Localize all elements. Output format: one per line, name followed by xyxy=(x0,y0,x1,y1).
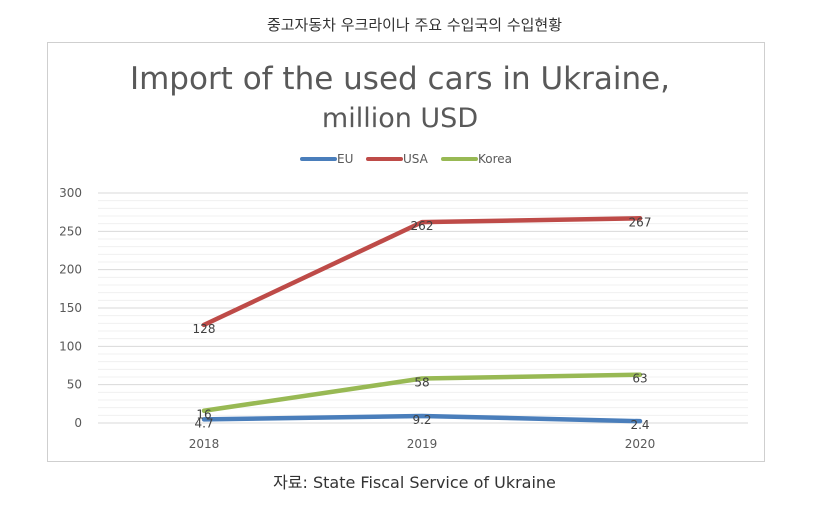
data-point-usa xyxy=(202,322,206,327)
legend: EU USA Korea xyxy=(300,152,512,166)
x-tick-label: 2019 xyxy=(407,437,438,451)
legend-item-eu: EU xyxy=(300,152,353,166)
line-chart: Import of the used cars in Ukraine, mill… xyxy=(59,61,748,451)
chart-title-line2: million USD xyxy=(322,103,478,134)
data-label-usa: 128 xyxy=(193,322,216,336)
y-tick-label: 250 xyxy=(59,224,82,238)
caption-bottom: 자료: State Fiscal Service of Ukraine xyxy=(273,473,556,492)
data-label-eu: 4.7 xyxy=(194,416,213,430)
legend-label: EU xyxy=(337,152,353,166)
data-point-korea xyxy=(420,376,424,381)
data-point-eu xyxy=(420,413,424,418)
x-tick-label: 2020 xyxy=(625,437,656,451)
data-label-korea: 63 xyxy=(632,372,647,386)
legend-label: USA xyxy=(403,152,429,166)
y-tick-label: 0 xyxy=(74,416,82,430)
data-label-korea: 58 xyxy=(414,376,429,390)
caption-top: 중고자동차 우크라이나 주요 수입국의 수입현황 xyxy=(266,16,563,34)
data-point-eu xyxy=(202,417,206,422)
data-point-usa xyxy=(420,220,424,225)
data-point-korea xyxy=(638,372,642,377)
data-point-usa xyxy=(638,216,642,221)
x-tick-label: 2018 xyxy=(189,437,220,451)
y-tick-label: 200 xyxy=(59,263,82,277)
data-point-korea xyxy=(202,408,206,413)
data-label-eu: 2.4 xyxy=(630,418,649,432)
chart-frame: Import of the used cars in Ukraine, mill… xyxy=(47,42,765,462)
data-label-korea: 16 xyxy=(196,408,211,422)
series-line-usa xyxy=(201,216,643,328)
legend-item-usa: USA xyxy=(366,152,429,166)
legend-label: Korea xyxy=(478,152,512,166)
series-lines xyxy=(201,216,643,424)
y-axis: 0 50 100 150 200 250 300 xyxy=(59,186,82,430)
y-tick-label: 50 xyxy=(67,378,82,392)
data-label-eu: 9.2 xyxy=(412,413,431,427)
legend-item-korea: Korea xyxy=(441,152,512,166)
data-labels: 4.7 9.2 2.4 128 262 267 16 58 63 xyxy=(193,215,652,432)
x-axis: 2018 2019 2020 xyxy=(189,437,656,451)
y-tick-label: 300 xyxy=(59,186,82,200)
y-tick-label: 100 xyxy=(59,339,82,353)
chart-title-line1: Import of the used cars in Ukraine, xyxy=(130,61,670,97)
data-label-usa: 262 xyxy=(411,219,434,233)
gridlines xyxy=(98,192,748,424)
data-label-usa: 267 xyxy=(629,215,652,229)
data-point-eu xyxy=(638,419,642,424)
y-tick-label: 150 xyxy=(59,301,82,315)
